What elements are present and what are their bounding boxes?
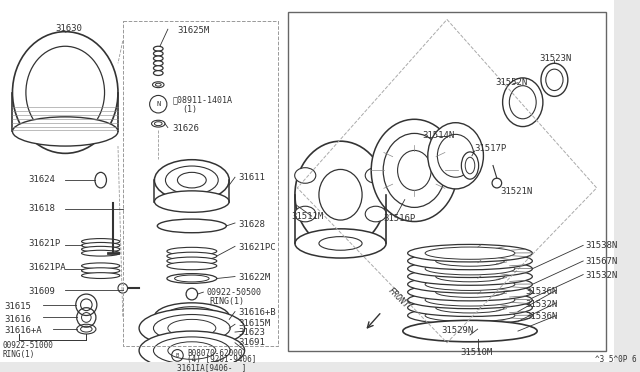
Text: 31523N: 31523N	[539, 54, 572, 62]
Ellipse shape	[167, 262, 217, 270]
Ellipse shape	[408, 244, 532, 262]
Ellipse shape	[81, 250, 120, 256]
Text: 31621PC: 31621PC	[238, 243, 275, 253]
Ellipse shape	[408, 283, 532, 301]
Ellipse shape	[81, 238, 120, 244]
Ellipse shape	[408, 307, 532, 324]
Text: 31567N: 31567N	[585, 257, 618, 266]
Ellipse shape	[154, 46, 163, 51]
Text: 31536N: 31536N	[525, 312, 558, 321]
Text: N: N	[156, 101, 161, 107]
Text: 31621PA: 31621PA	[29, 263, 67, 272]
Ellipse shape	[139, 309, 244, 347]
Text: 31536N: 31536N	[525, 287, 558, 296]
Ellipse shape	[81, 273, 120, 279]
Ellipse shape	[12, 117, 118, 146]
Ellipse shape	[408, 276, 532, 293]
Text: 31532N: 31532N	[525, 300, 558, 309]
Ellipse shape	[408, 260, 532, 278]
Text: 31626: 31626	[173, 124, 200, 133]
Text: 31514N: 31514N	[422, 131, 454, 141]
Text: 31552N: 31552N	[495, 78, 527, 87]
Ellipse shape	[167, 274, 217, 283]
Text: 31615: 31615	[4, 302, 31, 311]
Ellipse shape	[154, 321, 229, 335]
Text: 31611: 31611	[238, 173, 265, 182]
Ellipse shape	[167, 252, 217, 260]
Ellipse shape	[428, 123, 483, 189]
Ellipse shape	[403, 320, 537, 342]
Ellipse shape	[139, 331, 244, 370]
Text: 00922-50500: 00922-50500	[206, 288, 261, 297]
Bar	[288, 12, 606, 350]
Text: 31630: 31630	[56, 24, 83, 33]
Text: (4) [9201-9406]: (4) [9201-9406]	[187, 355, 257, 365]
Text: 31529N: 31529N	[441, 326, 474, 335]
Ellipse shape	[154, 56, 163, 61]
Text: B08070-62000: B08070-62000	[187, 349, 243, 357]
Text: 3161IA[9406-  ]: 3161IA[9406- ]	[177, 363, 247, 372]
Text: (1): (1)	[182, 105, 197, 114]
Text: 31622M: 31622M	[238, 273, 270, 282]
Text: 31691: 31691	[238, 338, 265, 347]
Text: 31511M: 31511M	[292, 212, 324, 221]
Ellipse shape	[295, 141, 386, 248]
Text: 31517P: 31517P	[475, 144, 507, 153]
Text: 31521N: 31521N	[500, 187, 533, 196]
Ellipse shape	[154, 160, 229, 201]
Ellipse shape	[81, 263, 120, 269]
Text: 31616+B: 31616+B	[238, 308, 275, 317]
Ellipse shape	[295, 229, 386, 258]
Ellipse shape	[81, 268, 120, 274]
Ellipse shape	[408, 268, 532, 285]
Ellipse shape	[152, 120, 165, 127]
Ellipse shape	[408, 291, 532, 309]
Ellipse shape	[81, 243, 120, 248]
Ellipse shape	[154, 303, 229, 330]
Text: RING(1): RING(1)	[209, 297, 244, 306]
Ellipse shape	[81, 246, 120, 252]
Ellipse shape	[365, 168, 387, 183]
Ellipse shape	[12, 32, 118, 153]
Text: 31538N: 31538N	[585, 241, 618, 250]
Text: 31615M: 31615M	[238, 320, 270, 328]
Text: 31618: 31618	[29, 205, 56, 214]
Text: 31516P: 31516P	[383, 214, 416, 223]
Ellipse shape	[154, 66, 163, 71]
Text: 31532N: 31532N	[585, 271, 618, 280]
Ellipse shape	[154, 61, 163, 66]
Ellipse shape	[154, 51, 163, 56]
Text: 31621P: 31621P	[29, 238, 61, 247]
Text: ⓝ08911-1401A: ⓝ08911-1401A	[173, 96, 233, 105]
Ellipse shape	[541, 63, 568, 96]
Text: 31623: 31623	[238, 328, 265, 337]
Ellipse shape	[152, 82, 164, 88]
Text: RING(1): RING(1)	[3, 350, 35, 359]
Ellipse shape	[371, 119, 458, 221]
Text: B: B	[176, 353, 179, 358]
Ellipse shape	[157, 219, 227, 233]
Text: 31625M: 31625M	[177, 26, 210, 35]
Ellipse shape	[167, 247, 217, 255]
Text: 31609: 31609	[29, 287, 56, 296]
Ellipse shape	[294, 168, 316, 183]
Ellipse shape	[154, 191, 229, 212]
Text: FRONT: FRONT	[387, 286, 411, 310]
Ellipse shape	[154, 71, 163, 76]
Ellipse shape	[167, 257, 217, 265]
Text: 31628: 31628	[238, 220, 265, 229]
Ellipse shape	[502, 78, 543, 126]
Text: 31624: 31624	[29, 175, 56, 184]
Text: 31510M: 31510M	[460, 347, 493, 357]
Text: ^3 5^0P 6: ^3 5^0P 6	[595, 355, 636, 365]
Text: 31616: 31616	[4, 314, 31, 324]
Ellipse shape	[365, 206, 387, 222]
Ellipse shape	[294, 206, 316, 222]
Ellipse shape	[408, 252, 532, 270]
Ellipse shape	[461, 152, 479, 179]
Text: 31616+A: 31616+A	[4, 326, 42, 335]
Ellipse shape	[408, 299, 532, 317]
Text: 00922-51000: 00922-51000	[3, 341, 54, 350]
